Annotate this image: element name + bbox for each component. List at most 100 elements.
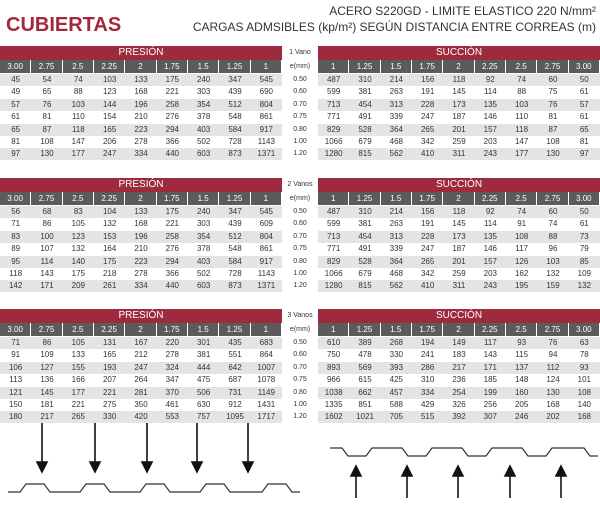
column-header: 2.25 (474, 192, 505, 205)
value-cell: 209 (62, 280, 94, 293)
value-cell: 96 (548, 244, 558, 254)
column-header: 1.25 (219, 60, 250, 73)
value-cell: 103 (94, 74, 126, 86)
column-header: 2.25 (94, 192, 125, 205)
value-cell: 127 (31, 361, 63, 374)
value-cell: 157 (474, 123, 506, 136)
value-cell: 389 (349, 337, 381, 349)
value-cell: 545 (250, 206, 282, 218)
column-header: 1.75 (156, 60, 187, 73)
value-cell: 829 (318, 123, 350, 136)
value-cell: 350 (134, 400, 148, 409)
value-cell: 187 (452, 112, 466, 122)
value-cell: 278 (165, 350, 179, 360)
value-cell: 615 (358, 375, 372, 385)
value-cell: 366 (165, 269, 179, 278)
value-cell: 966 (326, 375, 341, 385)
value-cell: 74 (506, 74, 538, 86)
value-cell: 294 (156, 123, 188, 136)
column-header: 1.25 (349, 192, 380, 205)
value-cell: 175 (156, 206, 188, 218)
value-cell: 342 (420, 269, 435, 278)
value-cell: 265 (412, 255, 444, 268)
value-cell: 241 (420, 350, 435, 360)
value-cell: 247 (420, 244, 435, 254)
value-cell: 61 (11, 112, 21, 122)
value-cell: 164 (102, 244, 117, 254)
value-cell: 194 (412, 337, 444, 349)
value-cell: 191 (420, 87, 435, 97)
arrows (35, 422, 568, 498)
value-cell: 610 (318, 337, 350, 349)
value-cell: 159 (537, 280, 569, 293)
column-header: 1 (318, 323, 349, 336)
table-block: PRESIÓN 3.00 2.75 2.5 2.25 2 1.75 1.5 1.25 1 45 54 7… (0, 46, 600, 161)
value-cell: 108 (546, 137, 560, 146)
value-cell: 562 (380, 148, 412, 161)
column-header: 2.75 (31, 192, 62, 205)
value-cell: 599 (326, 219, 341, 229)
span-label: 2 Vanos (287, 181, 313, 188)
value-cell: 220 (156, 337, 188, 349)
value-cell: 454 (349, 98, 381, 111)
value-cell: 95 (0, 255, 32, 268)
value-cell: 221 (94, 386, 126, 399)
value-cell: 81 (548, 112, 558, 122)
value-cell: 143 (40, 269, 54, 278)
value-cell: 65 (42, 87, 52, 97)
value-cell: 1066 (324, 269, 343, 278)
value-cell: 347 (219, 206, 251, 218)
value-cell: 603 (188, 148, 220, 161)
value-cell: 50 (568, 74, 600, 86)
value-cell: 603 (188, 280, 220, 293)
column-header: 1.5 (380, 60, 411, 73)
value-cell: 247 (420, 112, 435, 122)
value-cell: 154 (102, 112, 117, 122)
value-cell: 105 (62, 337, 94, 349)
value-cell: 214 (380, 74, 412, 86)
thickness: 1.20 (293, 150, 307, 158)
value-cell: 157 (474, 255, 506, 268)
value-cell: 440 (156, 148, 188, 161)
column-header: 2 (125, 192, 156, 205)
value-cell: 354 (188, 98, 220, 111)
value-cell: 221 (71, 400, 85, 409)
value-cell: 728 (228, 269, 242, 278)
value-cell: 108 (40, 137, 54, 146)
value-cell: 276 (165, 244, 179, 254)
value-cell: 217 (443, 361, 475, 374)
value-cell: 491 (358, 244, 372, 254)
value-cell: 256 (483, 400, 497, 409)
value-cell: 228 (412, 230, 444, 243)
value-cell: 136 (40, 375, 54, 385)
column-header: 1.5 (380, 323, 411, 336)
value-cell: 113 (9, 375, 23, 385)
value-cell: 851 (358, 400, 372, 409)
value-cell: 221 (165, 87, 179, 97)
value-cell: 103 (506, 98, 538, 111)
column-header: 1.5 (188, 323, 219, 336)
thickness: 0.75 (293, 113, 307, 121)
value-cell: 196 (125, 98, 157, 111)
value-cell: 81 (579, 137, 589, 146)
value-cell: 83 (62, 206, 94, 218)
value-cell: 91 (11, 350, 21, 360)
value-cell: 487 (318, 74, 350, 86)
value-cell: 223 (125, 123, 157, 136)
value-cell: 599 (326, 87, 341, 97)
value-cell: 243 (474, 280, 506, 293)
column-header: 3.00 (0, 323, 31, 336)
value-cell: 76 (31, 98, 63, 111)
subtitle: ACERO S220GD - LIMITE ELASTICO 220 N/mm² (329, 4, 596, 18)
value-cell: 276 (165, 112, 179, 122)
value-cell: 143 (483, 350, 497, 360)
value-cell: 133 (125, 74, 157, 86)
value-cell: 147 (514, 137, 529, 146)
value-cell: 61 (579, 219, 589, 229)
value-cell: 210 (134, 112, 148, 122)
value-cell: 97 (568, 148, 600, 161)
thickness: 0.70 (293, 363, 307, 371)
column-header: 3.00 (568, 192, 599, 205)
thickness: 1.00 (293, 270, 307, 277)
value-cell: 121 (0, 386, 32, 399)
